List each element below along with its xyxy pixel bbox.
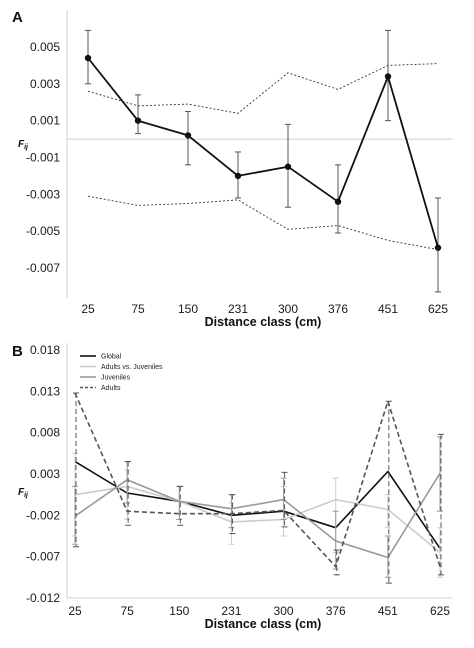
panel-a-series-series-3 <box>87 195 439 251</box>
panel-b-adults-line <box>74 392 441 568</box>
panel-b-y-tick-label: -0.012 <box>26 591 60 605</box>
panel-a-series-series-2 <box>87 63 439 114</box>
panel-b-x-tick-label: 625 <box>430 604 450 618</box>
panel-a-x-tick-label: 376 <box>328 302 348 316</box>
panel-a-series-1-line <box>87 57 439 248</box>
panel-b-y-title-sub: ij <box>24 492 29 499</box>
panel-a-series-1-point <box>284 163 292 170</box>
panel-b-y-ticks: 0.018 0.013 0.008 0.003 -0.002 -0.007 -0.012 <box>26 343 60 605</box>
panel-a-y-tick-label: 0.001 <box>30 114 60 128</box>
panel-b-label: B <box>12 343 23 360</box>
panel-a-series-series-1 <box>84 29 442 293</box>
panel-b-legend: Global Adults vs. Juveniles Juveniles Adult… <box>80 354 163 392</box>
panel-b-x-tick-label: 150 <box>169 604 189 618</box>
panel-b-x-tick-label: 300 <box>274 604 294 618</box>
panel-a-y-title-main: F <box>18 139 25 150</box>
panel-a-y-tick-label: 0.005 <box>30 40 60 54</box>
panel-b-x-tick-label: 376 <box>326 604 346 618</box>
panel-a-y-tick-label: -0.003 <box>26 187 60 201</box>
panel-a-series-1-point <box>234 172 242 180</box>
panel-a-y-tick-label: -0.001 <box>26 151 60 165</box>
panel-b-series-juveniles <box>72 436 443 578</box>
panel-a-y-axis-title: Fij <box>18 139 29 151</box>
panel-a-label: A <box>12 9 23 26</box>
panel-b-series-global <box>74 460 441 549</box>
panel-a-series-1-point <box>84 54 92 62</box>
panel-a-y-tick-label: 0.003 <box>30 77 60 91</box>
panel-a-series-1-point <box>434 244 442 251</box>
panel-b-y-tick-label: -0.002 <box>26 508 60 522</box>
panel-a-y-ticks: 0.005 0.003 0.001 -0.001 -0.003 -0.005 -0.007 <box>26 40 60 275</box>
panel-a-y-tick-label: -0.007 <box>26 261 60 275</box>
panel-b-series <box>72 392 444 584</box>
panel-b-adults-vs-juveniles-line <box>74 485 441 554</box>
panel-a-x-tick-label: 25 <box>81 302 95 316</box>
panel-b-x-tick-label: 231 <box>221 604 241 618</box>
panel-a-series-1-point <box>384 73 392 80</box>
panel-a-series-2-line <box>87 63 439 114</box>
panel-a-x-tick-label: 150 <box>178 302 198 316</box>
panel-a-series-1-point <box>184 132 192 139</box>
panel-a: A 0.005 0.003 0.001 -0.001 -0.003 -0.005 -0.00… <box>12 9 452 329</box>
panel-a-x-tick-label: 231 <box>228 302 248 316</box>
panel-b-y-tick-label: 0.008 <box>30 426 60 440</box>
panel-b-x-ticks: 25 75 150 231 300 376 451 625 <box>68 604 450 618</box>
panel-b-x-tick-label: 451 <box>378 604 398 618</box>
legend-label-adults: Adults <box>101 385 121 392</box>
panel-a-series-1-point <box>134 117 142 124</box>
panel-b-y-axis-title: Fij <box>18 487 29 499</box>
panel-a-y-title-sub: ij <box>24 144 29 151</box>
panel-a-x-tick-label: 300 <box>278 302 298 316</box>
panel-b-x-axis-title: Distance class (cm) <box>205 617 322 631</box>
panel-b-y-tick-label: -0.007 <box>26 550 60 564</box>
panel-a-x-tick-label: 451 <box>378 302 398 316</box>
panel-b: B 0.018 0.013 0.008 0.003 -0.002 -0.007 -0.012… <box>12 343 452 631</box>
legend-label-adults-vs-juveniles: Adults vs. Juveniles <box>101 364 163 371</box>
legend-label-juveniles: Juveniles <box>101 375 131 382</box>
panel-a-series-1-point <box>334 198 342 205</box>
panel-a-y-tick-label: -0.005 <box>26 224 60 238</box>
panel-b-y-tick-label: 0.003 <box>30 467 60 481</box>
panel-a-x-axis-title: Distance class (cm) <box>205 315 322 329</box>
panel-a-series <box>84 29 442 293</box>
panel-b-y-tick-label: 0.018 <box>30 343 60 357</box>
panel-b-y-title-main: F <box>18 487 25 498</box>
panel-b-y-tick-label: 0.013 <box>30 384 60 398</box>
panel-a-series-3-line <box>87 195 439 251</box>
panel-b-juveniles-line <box>74 472 441 559</box>
panel-b-series-adults <box>73 392 444 584</box>
panel-a-x-tick-label: 75 <box>131 302 145 316</box>
panel-a-x-tick-label: 625 <box>428 302 448 316</box>
panel-b-x-tick-label: 75 <box>120 604 134 618</box>
panel-a-x-ticks: 25 75 150 231 300 376 451 625 <box>81 302 448 316</box>
panel-b-x-tick-label: 25 <box>68 604 82 618</box>
panel-b-global-line <box>74 460 441 549</box>
legend-label-global: Global <box>101 354 122 361</box>
